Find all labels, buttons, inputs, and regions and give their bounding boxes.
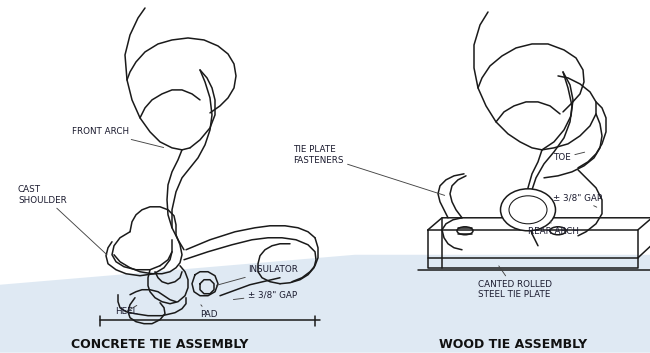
- Text: CANTED ROLLED
STEEL TIE PLATE: CANTED ROLLED STEEL TIE PLATE: [478, 266, 552, 299]
- Text: FRONT ARCH: FRONT ARCH: [72, 127, 164, 148]
- Text: REAR ARCH: REAR ARCH: [528, 221, 579, 236]
- Ellipse shape: [509, 196, 547, 224]
- Text: PAD: PAD: [200, 305, 218, 319]
- Text: CONCRETE TIE ASSEMBLY: CONCRETE TIE ASSEMBLY: [72, 338, 249, 351]
- Polygon shape: [0, 255, 650, 353]
- Text: HEEL: HEEL: [115, 305, 138, 316]
- Text: INSULATOR: INSULATOR: [216, 265, 298, 285]
- Text: CAST
SHOULDER: CAST SHOULDER: [18, 185, 107, 255]
- Text: TIE PLATE
FASTENERS: TIE PLATE FASTENERS: [293, 145, 445, 196]
- Text: TOE: TOE: [553, 152, 584, 162]
- Text: ± 3/8" GAP: ± 3/8" GAP: [553, 193, 602, 207]
- Ellipse shape: [500, 189, 556, 231]
- Text: WOOD TIE ASSEMBLY: WOOD TIE ASSEMBLY: [439, 338, 587, 351]
- Text: ± 3/8" GAP: ± 3/8" GAP: [233, 290, 297, 300]
